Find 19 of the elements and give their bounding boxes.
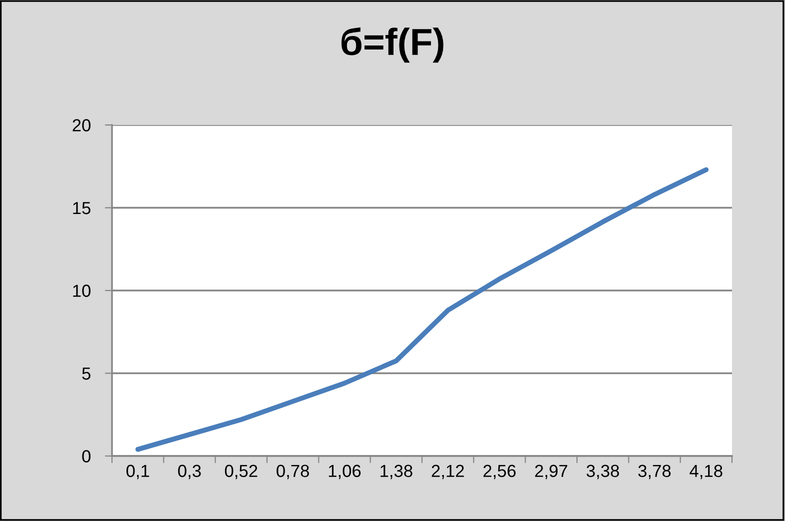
x-tick-label: 1,06 [328, 464, 361, 480]
line-series [135, 167, 709, 452]
y-tick-label: 0 [82, 450, 90, 462]
y-tick-label: 5 [82, 368, 90, 380]
x-tick-label: 4,18 [690, 464, 722, 480]
y-tick-label: 10 [73, 284, 90, 297]
x-tick-label: 0,1 [126, 464, 150, 480]
y-tick-label: 15 [73, 202, 90, 214]
chart-title: б=f(F) [342, 27, 444, 63]
x-tick-label: 0,78 [276, 464, 309, 480]
x-tick-label: 2,56 [483, 464, 516, 480]
x-tick-label: 3,78 [638, 464, 671, 480]
x-tick-label: 2,12 [432, 464, 464, 480]
y-tick-label: 20 [72, 119, 90, 132]
x-tick-label: 2,97 [535, 464, 568, 480]
x-tick-label: 0,3 [178, 464, 201, 480]
x-tick-label: 0,52 [224, 464, 258, 480]
x-tick-label: 3,38 [586, 464, 619, 480]
x-tick-label: 1,38 [380, 464, 412, 480]
